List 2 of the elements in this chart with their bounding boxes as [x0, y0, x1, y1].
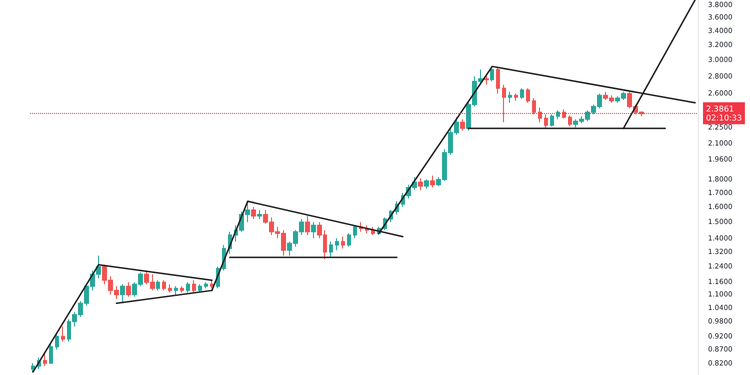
ref-line-label: 2.3861 [706, 104, 734, 114]
text: 02:10:33 [706, 113, 742, 122]
